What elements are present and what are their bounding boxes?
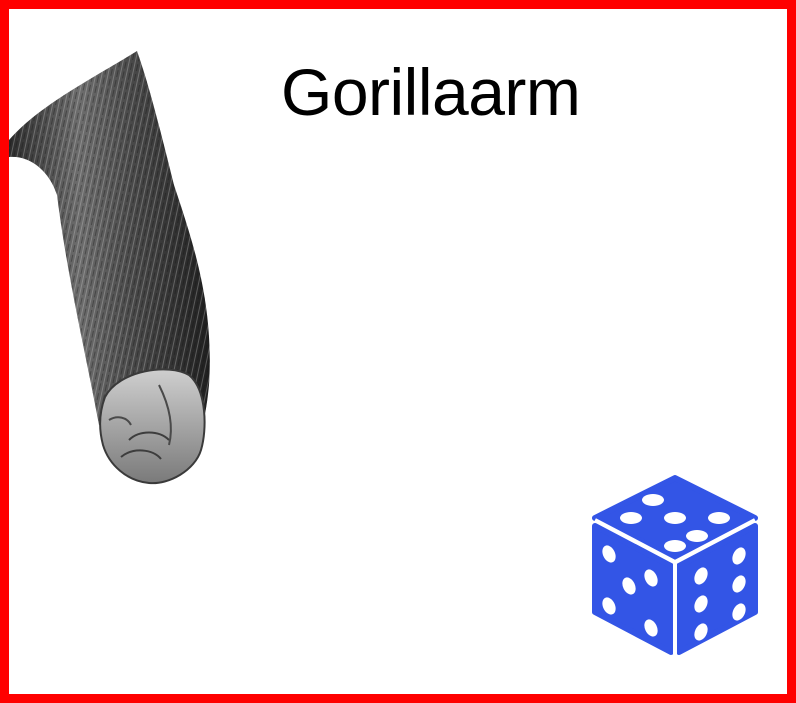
dice-icon — [592, 475, 758, 655]
card-title: Gorillaarm — [281, 55, 581, 129]
gorilla-arm-image — [9, 51, 210, 485]
